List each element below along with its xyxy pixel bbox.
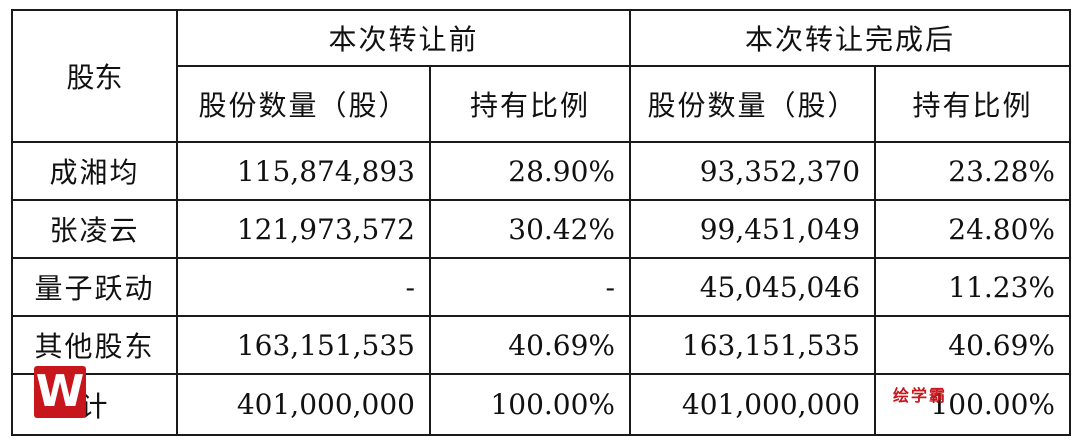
table-row: 张凌云 121,973,572 30.42% 99,451,049 24.80% [11,199,1072,259]
before-shares: - [176,257,431,317]
before-transfer-header: 本次转让前 [175,9,632,67]
table-row: 成湘均 115,874,893 28.90% 93,352,370 23.28% [11,141,1072,201]
after-shares: 93,352,370 [629,141,877,201]
after-ratio: 100.00% [874,373,1072,436]
after-ratio: 24.80% [874,199,1072,259]
before-ratio: - [428,257,632,317]
shareholder-name: 成湘均 [11,141,178,201]
before-ratio: 40.69% [428,315,632,375]
after-shares: 163,151,535 [629,315,877,375]
watermark-logo-icon: W [34,366,86,418]
after-shares: 401,000,000 [629,373,877,436]
shareholder-name: 量子跃动 [11,257,178,317]
after-ratio: 40.69% [874,315,1072,375]
before-shares: 115,874,893 [176,141,431,201]
after-ratio: 23.28% [874,141,1072,201]
shareholder-header: 股东 [11,9,178,143]
after-shares: 45,045,046 [629,257,877,317]
shareholder-name: 张凌云 [11,199,178,259]
shareholding-table: 股东 本次转让前 本次转让完成后 股份数量（股） 持有比例 股份数量（股） 持有… [11,9,1072,436]
watermark-text: 绘学霸 [893,386,948,405]
before-shares: 163,151,535 [176,315,431,375]
after-shares-header: 股份数量（股） [629,65,877,143]
before-ratio: 30.42% [428,199,632,259]
shareholder-name: 其他股东 [11,315,178,375]
after-ratio-header: 持有比例 [874,65,1072,143]
after-shares: 99,451,049 [629,199,877,259]
before-ratio-header: 持有比例 [428,65,632,143]
before-shares: 401,000,000 [176,373,431,436]
table-row: 量子跃动 - - 45,045,046 11.23% [11,257,1072,317]
before-shares: 121,973,572 [176,199,431,259]
before-shares-header: 股份数量（股） [176,65,431,143]
before-ratio: 28.90% [428,141,632,201]
after-ratio: 11.23% [874,257,1072,317]
table-row: 其他股东 163,151,535 40.69% 163,151,535 40.6… [11,315,1072,375]
after-transfer-header: 本次转让完成后 [629,9,1072,67]
before-ratio: 100.00% [428,373,632,436]
